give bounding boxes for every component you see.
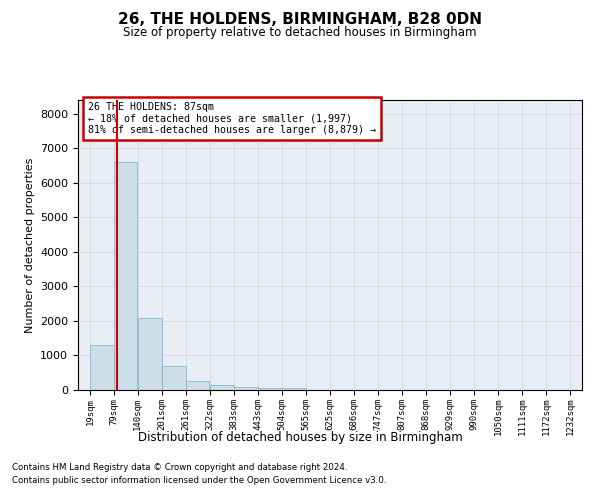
Bar [90,345,113,390]
Bar [185,380,209,390]
Text: Contains HM Land Registry data © Crown copyright and database right 2024.: Contains HM Land Registry data © Crown c… [12,464,347,472]
Bar [234,387,258,390]
Bar [210,385,233,390]
Bar [162,366,185,390]
Y-axis label: Number of detached properties: Number of detached properties [25,158,35,332]
Bar [113,162,137,390]
Text: Size of property relative to detached houses in Birmingham: Size of property relative to detached ho… [123,26,477,39]
Text: 26 THE HOLDENS: 87sqm
← 18% of detached houses are smaller (1,997)
81% of semi-d: 26 THE HOLDENS: 87sqm ← 18% of detached … [88,102,376,135]
Bar [138,318,161,390]
Bar [258,388,281,390]
Bar [282,388,305,390]
Text: Distribution of detached houses by size in Birmingham: Distribution of detached houses by size … [137,431,463,444]
Text: 26, THE HOLDENS, BIRMINGHAM, B28 0DN: 26, THE HOLDENS, BIRMINGHAM, B28 0DN [118,12,482,28]
Text: Contains public sector information licensed under the Open Government Licence v3: Contains public sector information licen… [12,476,386,485]
